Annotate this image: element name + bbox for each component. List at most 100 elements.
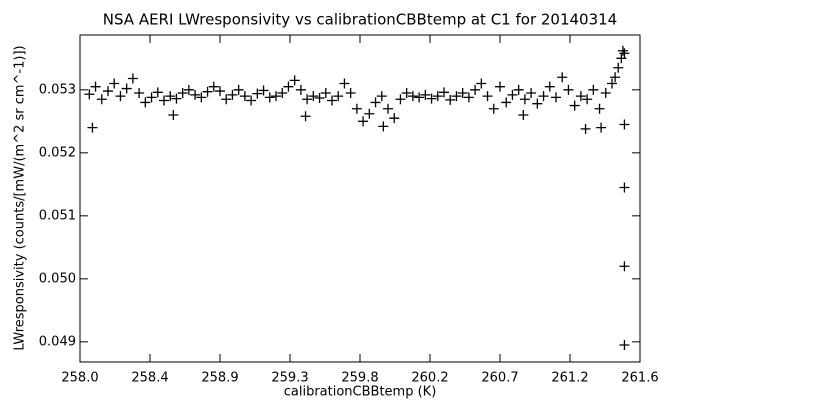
point (588, 84, 599, 95)
point (557, 72, 568, 83)
point (470, 84, 481, 95)
point (407, 91, 418, 102)
point (426, 93, 437, 104)
point (277, 87, 288, 98)
x-tick-label: 261.6 (621, 371, 658, 386)
point (619, 48, 630, 59)
point (507, 89, 518, 100)
point (320, 87, 331, 98)
x-tick-label: 259.3 (271, 371, 308, 386)
point (152, 87, 163, 98)
point (196, 92, 207, 103)
point (370, 97, 381, 108)
point (239, 91, 250, 102)
point (90, 81, 101, 92)
point (395, 94, 406, 105)
point (457, 87, 468, 98)
point (159, 95, 169, 106)
point (115, 91, 126, 102)
point (463, 92, 474, 103)
point (252, 88, 263, 99)
point (202, 86, 213, 97)
point (314, 93, 325, 104)
point (619, 119, 630, 130)
point (495, 81, 505, 92)
point (364, 108, 375, 119)
point (616, 53, 627, 64)
point (87, 122, 98, 133)
point (383, 103, 393, 114)
point (401, 87, 412, 98)
point (264, 92, 275, 103)
point (308, 91, 319, 102)
x-tick-label: 258.0 (61, 371, 98, 386)
point (103, 86, 113, 97)
point (221, 94, 232, 105)
point (617, 45, 628, 56)
point (476, 78, 487, 89)
point (594, 103, 605, 114)
point (414, 92, 425, 103)
point (215, 86, 225, 97)
chart-title: NSA AERI LWresponsivity vs calibrationCB… (103, 11, 617, 29)
y-tick-label: 0.052 (39, 145, 76, 160)
y-axis-label: LWresponsivity (counts/[mW/(m^2 sr cm^-1… (13, 45, 28, 350)
point (134, 87, 145, 98)
point (432, 91, 443, 102)
point (445, 94, 456, 105)
point (289, 75, 300, 86)
x-axis-label: calibrationCBBtemp (K) (284, 385, 437, 400)
point (227, 89, 238, 100)
point (190, 89, 201, 100)
point (596, 122, 607, 133)
point (233, 84, 244, 95)
point (519, 94, 530, 105)
point (378, 121, 389, 132)
point (619, 182, 630, 193)
point (420, 89, 431, 100)
point (526, 87, 537, 98)
x-tick-label: 260.2 (411, 371, 448, 386)
point (258, 85, 269, 96)
point (376, 91, 387, 102)
point (580, 123, 591, 134)
x-tick-label: 260.7 (481, 371, 518, 386)
point (84, 89, 95, 100)
point (600, 87, 611, 98)
y-tick-label: 0.051 (39, 208, 76, 223)
point (246, 95, 257, 106)
point (501, 97, 512, 108)
point (613, 62, 624, 73)
point (121, 83, 132, 94)
point (171, 93, 182, 104)
point (302, 94, 313, 105)
point (109, 78, 120, 89)
point (177, 87, 188, 98)
point (488, 103, 499, 114)
point (482, 91, 493, 102)
point (327, 95, 337, 106)
point (607, 78, 617, 89)
point (295, 84, 306, 95)
point (96, 94, 107, 105)
x-tick-label: 258.4 (131, 371, 168, 386)
point (140, 97, 151, 108)
point (538, 91, 549, 102)
point (127, 73, 138, 84)
point (283, 81, 294, 92)
point (563, 84, 574, 95)
point (544, 81, 555, 92)
y-tick-label: 0.049 (39, 334, 76, 349)
y-tick-label: 0.053 (39, 82, 76, 97)
point (451, 91, 462, 102)
point (300, 111, 311, 122)
point (439, 87, 449, 98)
point (532, 98, 543, 109)
x-tick-label: 258.9 (201, 371, 238, 386)
point (575, 91, 586, 102)
x-tick-label: 259.8 (341, 371, 378, 386)
point (208, 81, 219, 92)
